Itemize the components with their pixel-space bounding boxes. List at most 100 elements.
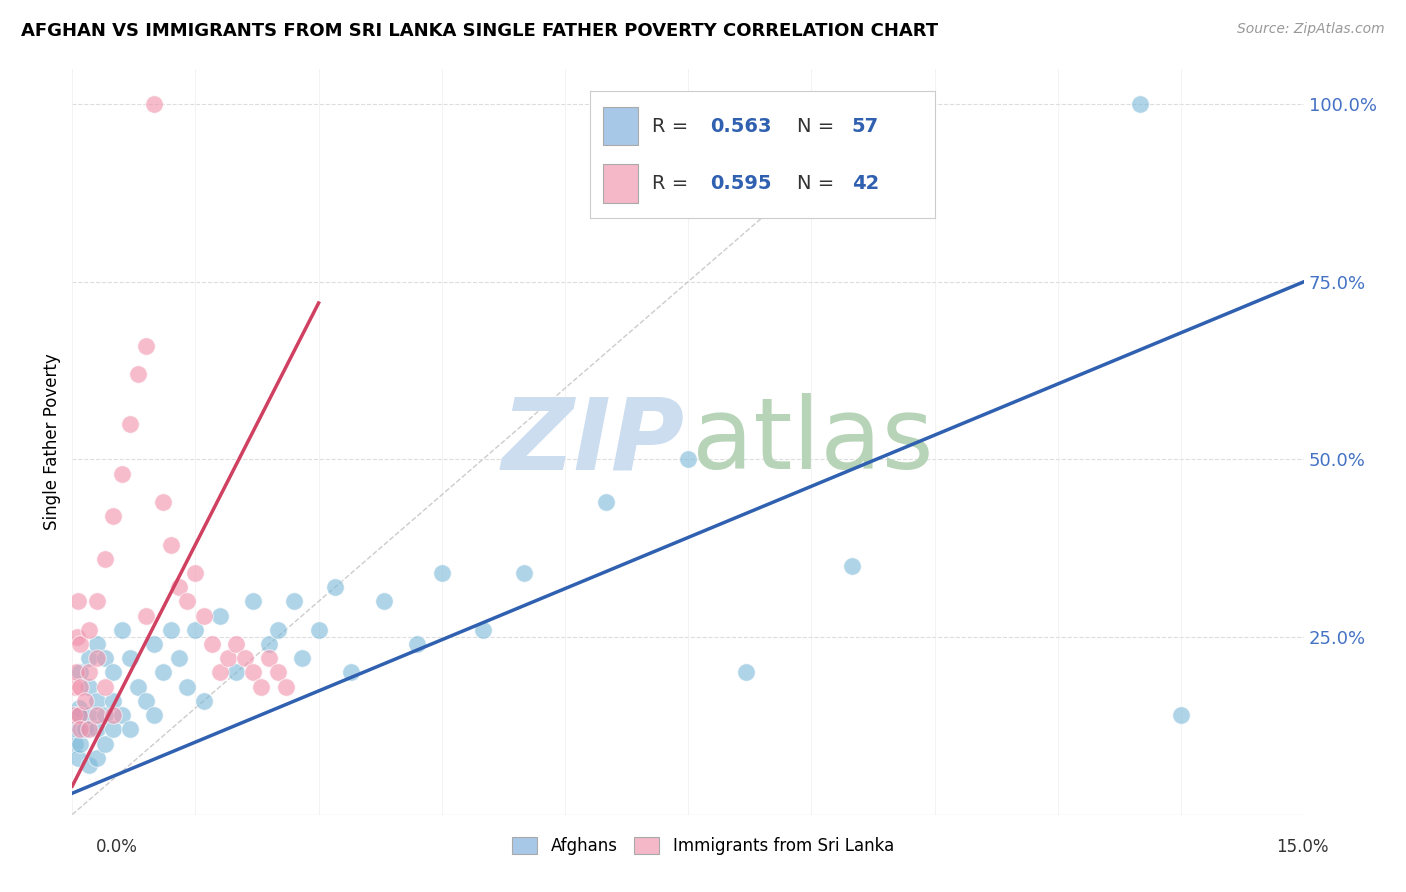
Text: atlas: atlas [692,393,934,490]
Point [430,566,453,580]
Y-axis label: Single Father Poverty: Single Father Poverty [44,353,60,530]
Point [283,594,305,608]
Point [110,467,132,481]
Point [77,623,100,637]
Point [184,566,207,580]
Point [94,551,117,566]
Point [118,723,141,737]
Point [143,708,166,723]
Point [63,737,86,751]
Point [66,750,89,764]
Point [66,630,89,644]
Point [159,537,181,551]
Point [103,708,125,723]
Point [63,708,86,723]
Point [77,651,100,665]
Point [1129,97,1152,112]
Text: 0.0%: 0.0% [96,838,138,855]
Point [595,495,617,509]
Point [209,665,232,680]
Point [193,694,215,708]
Point [340,665,363,680]
Point [65,723,87,737]
Point [86,594,108,608]
Point [103,723,125,737]
Point [77,680,100,694]
Point [135,694,157,708]
Point [152,665,174,680]
Point [217,651,239,665]
Point [152,495,174,509]
Point [143,97,166,112]
Point [103,665,125,680]
Point [291,651,314,665]
Point [69,708,91,723]
Point [167,580,190,594]
Point [67,708,90,723]
Text: 15.0%: 15.0% [1277,838,1329,855]
Point [242,665,264,680]
Point [73,723,96,737]
Point [94,651,117,665]
Point [118,417,141,431]
Point [513,566,536,580]
Point [63,680,86,694]
Point [193,608,215,623]
Point [266,665,288,680]
Point [86,694,108,708]
Point [86,651,108,665]
Point [176,594,198,608]
Point [225,637,247,651]
Point [127,367,149,381]
Point [841,558,863,573]
Text: Source: ZipAtlas.com: Source: ZipAtlas.com [1237,22,1385,37]
Point [127,680,149,694]
Point [259,651,281,665]
Point [135,608,157,623]
Point [69,680,91,694]
Point [734,665,756,680]
Point [69,737,91,751]
Point [86,637,108,651]
Point [94,708,117,723]
Point [94,680,117,694]
Point [159,623,181,637]
Point [94,737,117,751]
Point [77,708,100,723]
Point [110,623,132,637]
Legend: Afghans, Immigrants from Sri Lanka: Afghans, Immigrants from Sri Lanka [506,830,900,862]
Point [250,680,273,694]
Point [266,623,288,637]
Point [201,637,224,651]
Point [67,701,90,715]
Point [1170,708,1192,723]
Point [77,723,100,737]
Point [69,637,91,651]
Point [143,637,166,651]
Point [86,708,108,723]
Point [86,723,108,737]
Point [110,708,132,723]
Point [167,651,190,665]
Point [69,665,91,680]
Point [77,757,100,772]
Point [86,750,108,764]
Point [118,651,141,665]
Point [323,580,346,594]
Point [176,680,198,694]
Point [66,594,89,608]
Point [73,694,96,708]
Point [209,608,232,623]
Point [103,509,125,524]
Point [676,452,699,467]
Text: ZIP: ZIP [502,393,685,490]
Point [274,680,297,694]
Point [233,651,256,665]
Point [65,665,87,680]
Point [259,637,281,651]
Text: AFGHAN VS IMMIGRANTS FROM SRI LANKA SINGLE FATHER POVERTY CORRELATION CHART: AFGHAN VS IMMIGRANTS FROM SRI LANKA SING… [21,22,938,40]
Point [471,623,494,637]
Point [406,637,429,651]
Point [103,694,125,708]
Point [225,665,247,680]
